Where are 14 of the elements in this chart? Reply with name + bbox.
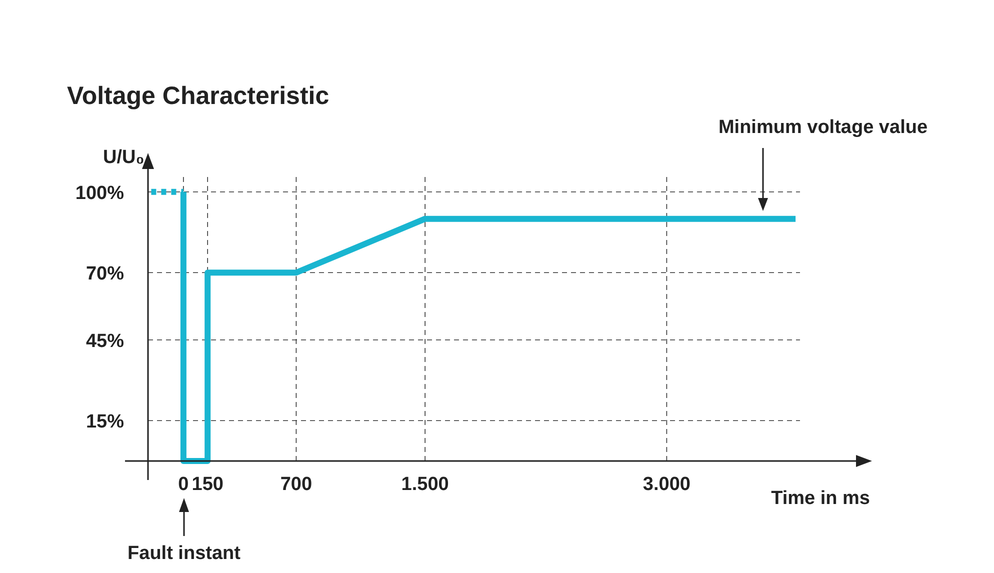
x-axis-title: Time in ms bbox=[771, 488, 870, 509]
text: Fault instant bbox=[128, 543, 242, 564]
y-tick-label: 45% bbox=[86, 330, 124, 352]
chart-title: Voltage Characteristic bbox=[67, 82, 330, 110]
text: Minimum voltage value bbox=[718, 117, 928, 138]
x-tick-label: 150 bbox=[192, 474, 224, 495]
y-tick-label: 100% bbox=[75, 182, 124, 204]
x-tick-label: 700 bbox=[280, 474, 312, 495]
x-tick-label: 3.000 bbox=[642, 474, 690, 495]
x-tick-label: 0 bbox=[178, 474, 189, 495]
y-tick-label: 70% bbox=[86, 264, 124, 285]
y-axis-title: U/U₀ bbox=[103, 147, 144, 168]
x-tick-label: 1.500 bbox=[401, 474, 449, 495]
y-tick-label: 15% bbox=[86, 412, 124, 433]
